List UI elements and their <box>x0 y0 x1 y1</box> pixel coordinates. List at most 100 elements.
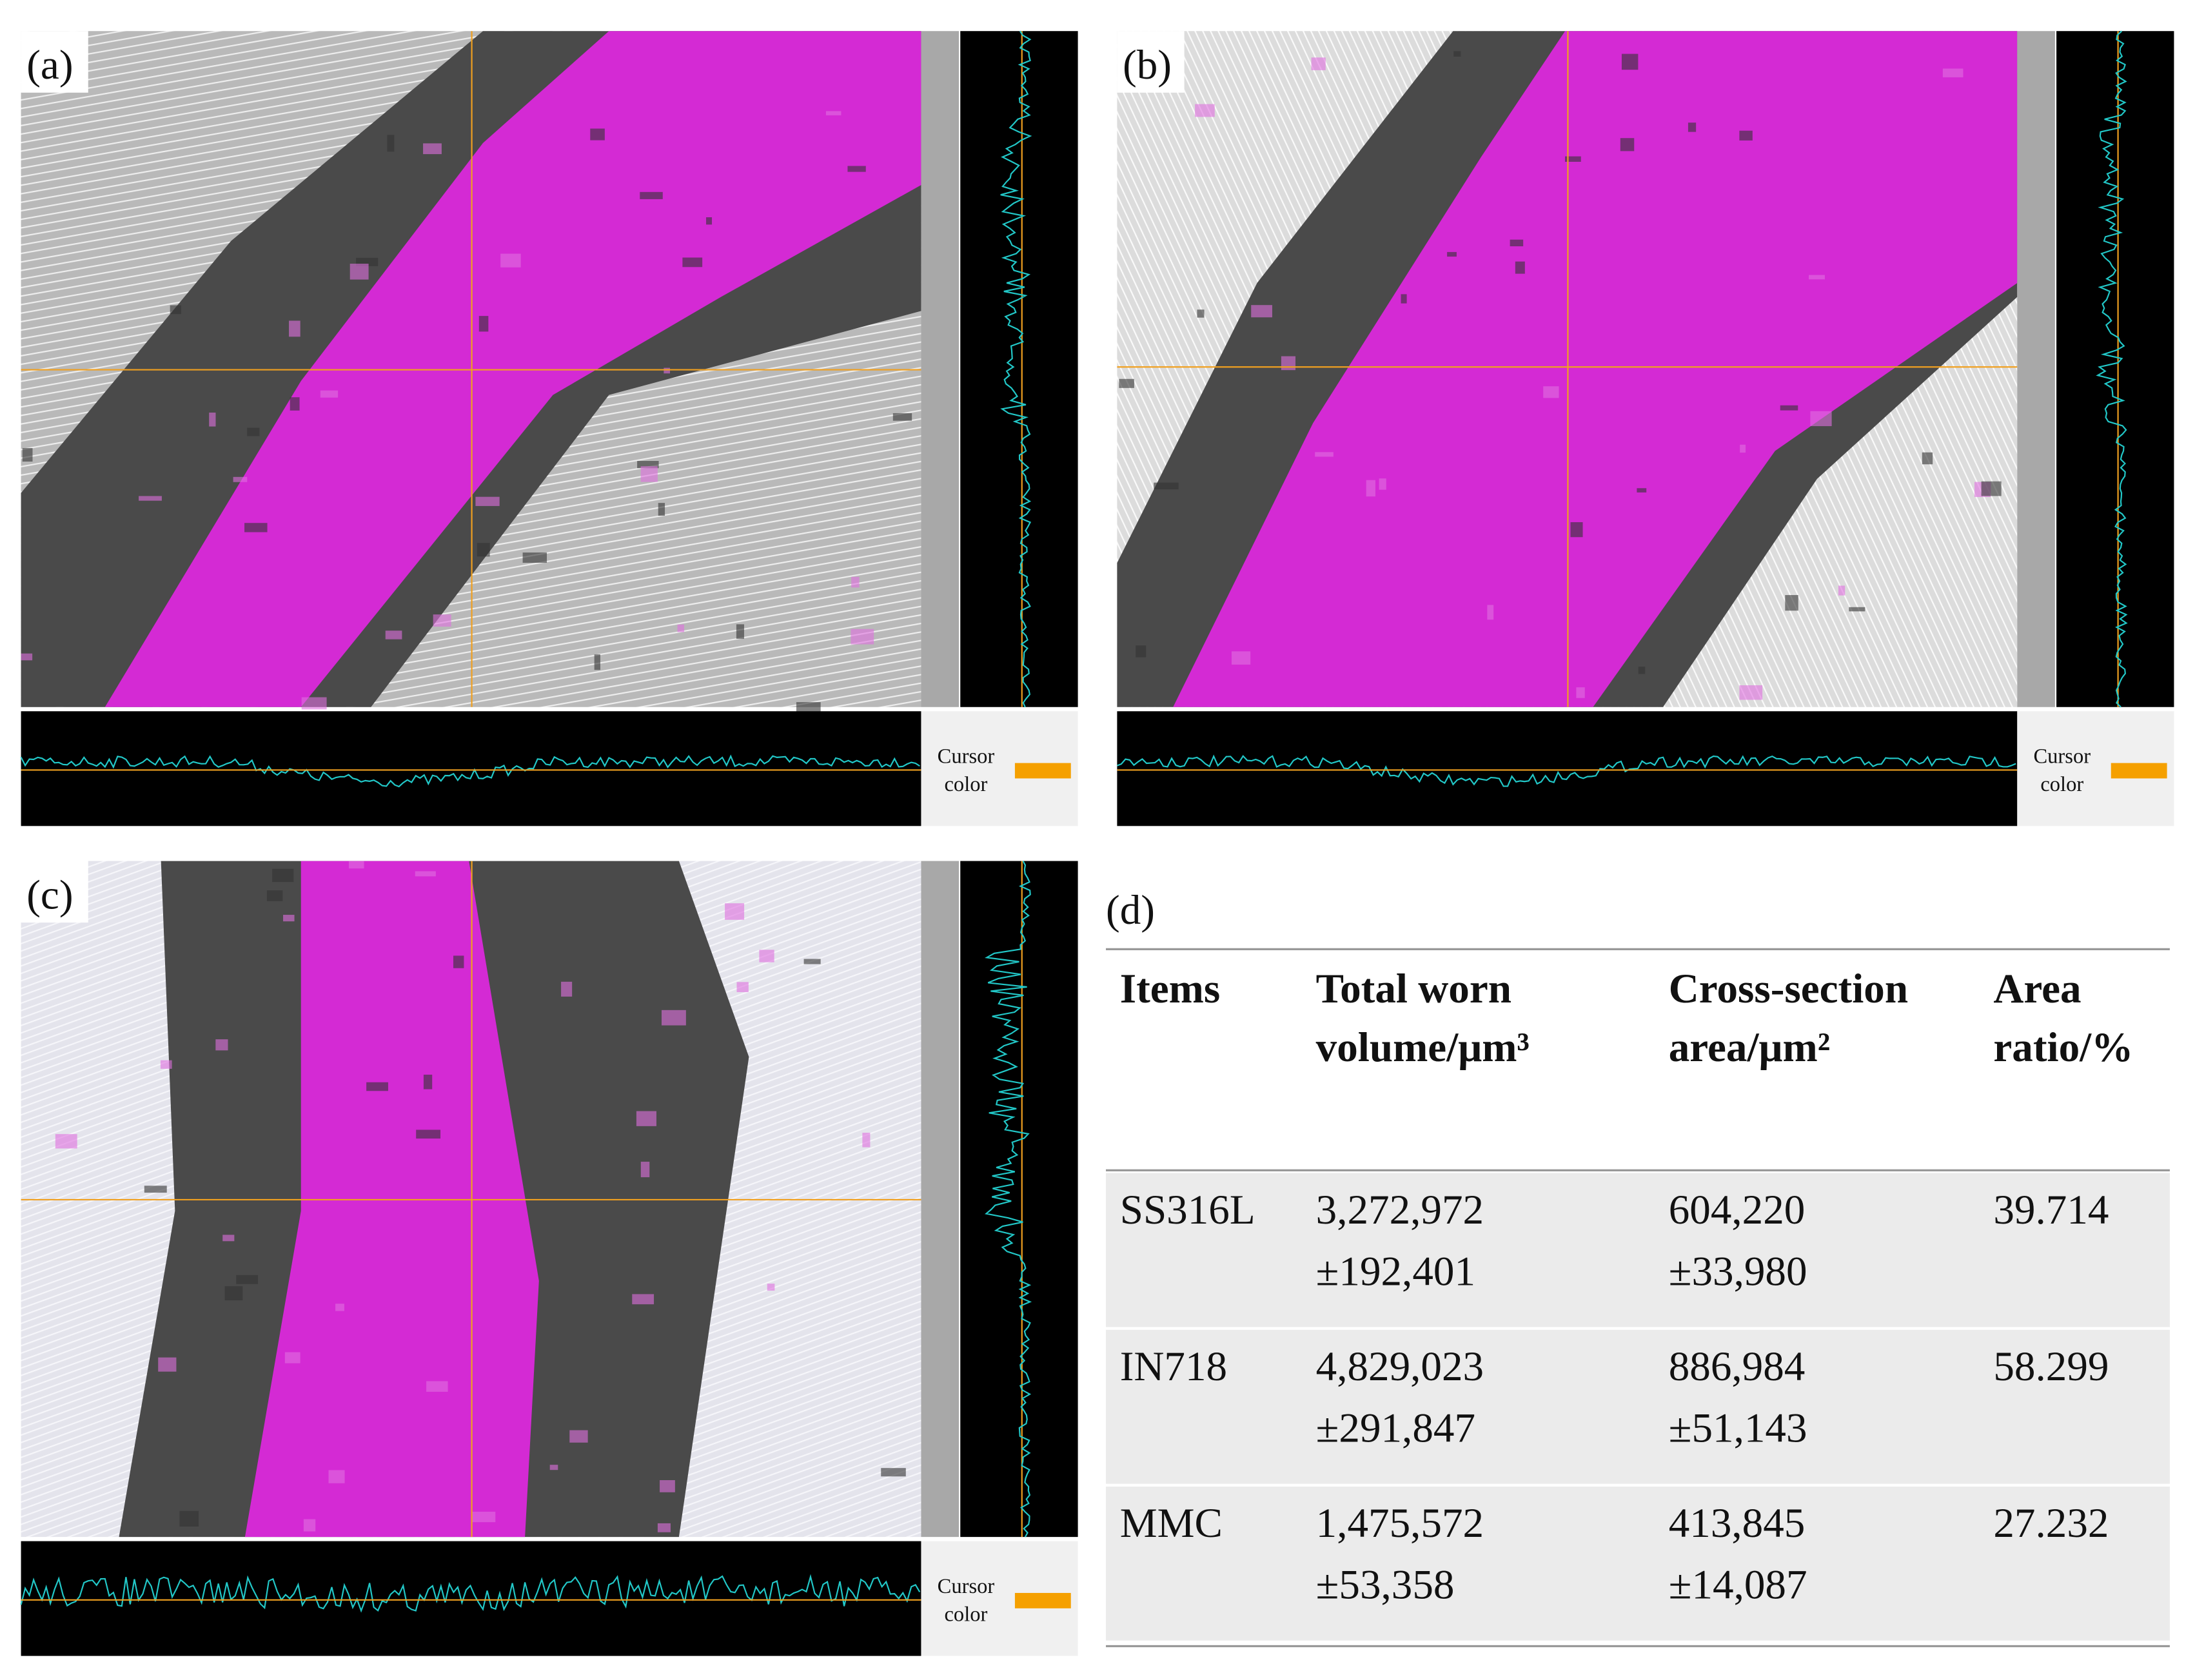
table-cell: ±33,980 <box>1669 1248 1807 1294</box>
spot <box>283 915 295 922</box>
spot <box>1311 57 1326 70</box>
spot <box>561 981 573 997</box>
table-cell: 604,220 <box>1669 1187 1806 1233</box>
cursor-label: Cursor <box>938 745 995 768</box>
table-cell: 3,272,972 <box>1316 1187 1484 1233</box>
spot <box>636 1111 656 1126</box>
spot <box>139 496 162 501</box>
spot <box>892 413 912 421</box>
spot <box>22 447 33 462</box>
bottom-profile <box>21 711 921 826</box>
spot <box>1739 130 1753 141</box>
spot <box>1922 452 1933 465</box>
spot <box>682 257 703 268</box>
spot <box>348 861 364 869</box>
spot <box>266 890 283 901</box>
spot <box>1838 585 1846 596</box>
spot <box>500 253 521 268</box>
spot <box>415 871 436 877</box>
spot <box>233 476 248 482</box>
spot <box>1487 605 1494 620</box>
spot <box>170 305 181 315</box>
column-header: Items <box>1120 966 1220 1012</box>
table-cell: ±291,847 <box>1316 1405 1475 1451</box>
spot <box>349 264 369 280</box>
panel: Cursor color (b) <box>1116 30 2174 826</box>
cursor-swatch <box>1014 763 1071 779</box>
spot <box>1510 239 1524 247</box>
spot <box>244 523 268 532</box>
spot <box>1543 386 1559 398</box>
spot <box>1785 595 1798 611</box>
spot <box>1195 104 1215 117</box>
cursor-label: color <box>944 773 987 796</box>
spot <box>433 614 451 627</box>
row-bg <box>1106 1486 2170 1641</box>
spot <box>416 1129 441 1139</box>
spot <box>1739 685 1763 700</box>
column-header: Cross-section <box>1669 966 1908 1012</box>
table-cell: ±192,401 <box>1316 1248 1475 1294</box>
row-bg <box>1106 1329 2170 1484</box>
cursor-label: color <box>944 1603 987 1626</box>
spot <box>862 1133 871 1148</box>
panel: Cursor color (c) <box>20 861 1078 1656</box>
spot <box>725 903 745 920</box>
panel-label: (d) <box>1106 887 1155 933</box>
spot <box>767 1284 775 1291</box>
spot <box>569 1430 588 1443</box>
spot <box>478 316 489 332</box>
spot <box>640 191 663 199</box>
column-header: volume/μm³ <box>1316 1024 1530 1071</box>
spot <box>1366 480 1375 497</box>
spot <box>477 543 490 557</box>
spot <box>215 1039 228 1051</box>
spot <box>660 1480 675 1492</box>
bottom-trace <box>20 1574 921 1613</box>
wear-track <box>104 31 921 707</box>
spot <box>1251 305 1272 318</box>
spot <box>1564 156 1581 162</box>
table-cell: 886,984 <box>1669 1343 1806 1390</box>
panel-label: (b) <box>1123 42 1172 88</box>
spot <box>1688 122 1697 132</box>
spot <box>1315 452 1334 457</box>
spot <box>290 397 300 411</box>
table-cell: 413,845 <box>1669 1500 1806 1547</box>
column-header: Total worn <box>1316 966 1511 1012</box>
spot <box>736 624 744 639</box>
bottom-profile <box>1117 711 2018 826</box>
spot <box>1780 405 1798 411</box>
spot <box>825 111 842 115</box>
side-profile <box>2056 31 2174 707</box>
spot <box>387 135 395 152</box>
side-trace <box>1000 30 1032 708</box>
scroll-bar <box>921 861 960 1538</box>
spot <box>1621 54 1639 70</box>
spot <box>594 654 600 670</box>
spot <box>158 1357 177 1372</box>
spot <box>426 1381 448 1392</box>
spot <box>706 217 713 225</box>
panel-label: (c) <box>26 872 73 918</box>
cursor-label: Cursor <box>2033 745 2091 768</box>
spot <box>1401 294 1407 304</box>
cursor-label: color <box>2040 773 2083 796</box>
spot <box>236 1275 259 1284</box>
spot <box>55 1134 77 1149</box>
table-cell: ±14,087 <box>1669 1562 1807 1608</box>
spot <box>658 503 665 516</box>
spot <box>590 128 605 141</box>
spot <box>1620 138 1635 151</box>
table-cell: 1,475,572 <box>1316 1500 1484 1547</box>
side-trace <box>2096 30 2128 708</box>
spot <box>1849 607 1865 612</box>
scroll-bar <box>2017 31 2055 707</box>
spot <box>335 1304 344 1311</box>
spot <box>522 552 547 563</box>
spot <box>1942 68 1964 77</box>
spot <box>385 630 402 640</box>
spot <box>664 367 671 374</box>
spot <box>1515 261 1525 274</box>
